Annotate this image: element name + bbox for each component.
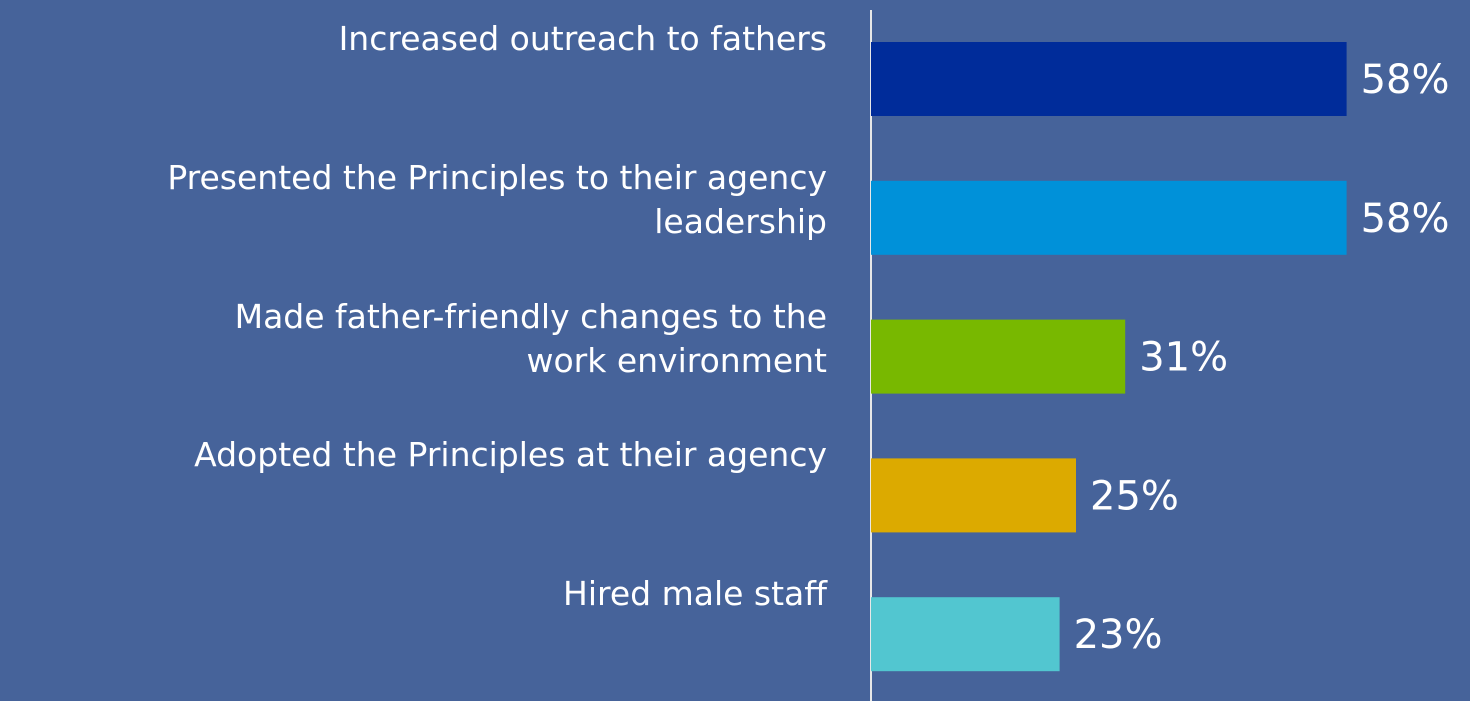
bar: [871, 597, 1060, 672]
value-label: 23%: [1074, 612, 1163, 658]
bar: [871, 180, 1347, 255]
value-label: 31%: [1139, 335, 1228, 381]
bar: [871, 458, 1076, 533]
category-label: Made father-friendly changes to the work…: [234, 296, 827, 380]
value-label: 58%: [1361, 57, 1450, 103]
bar: [871, 319, 1126, 394]
category-label: Presented the Principles to their agency…: [167, 157, 827, 241]
value-label: 58%: [1361, 196, 1450, 242]
bar: [871, 42, 1347, 116]
category-label: Increased outreach to fathers: [338, 19, 827, 58]
category-label: Adopted the Principles at their agency: [194, 435, 827, 475]
category-label: Hired male staff: [563, 574, 827, 614]
value-label: 25%: [1090, 473, 1179, 519]
